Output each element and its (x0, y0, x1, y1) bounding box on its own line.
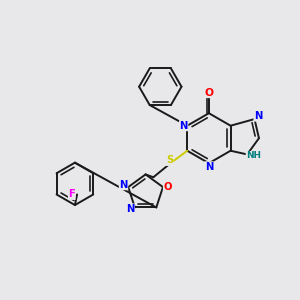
Text: N: N (126, 204, 134, 214)
Text: NH: NH (246, 152, 261, 160)
Text: N: N (179, 121, 188, 131)
Text: O: O (204, 88, 213, 98)
Text: N: N (119, 180, 128, 190)
Text: S: S (166, 155, 173, 166)
Text: N: N (205, 162, 213, 172)
Text: F: F (68, 190, 75, 200)
Text: N: N (254, 111, 262, 121)
Text: O: O (164, 182, 172, 192)
